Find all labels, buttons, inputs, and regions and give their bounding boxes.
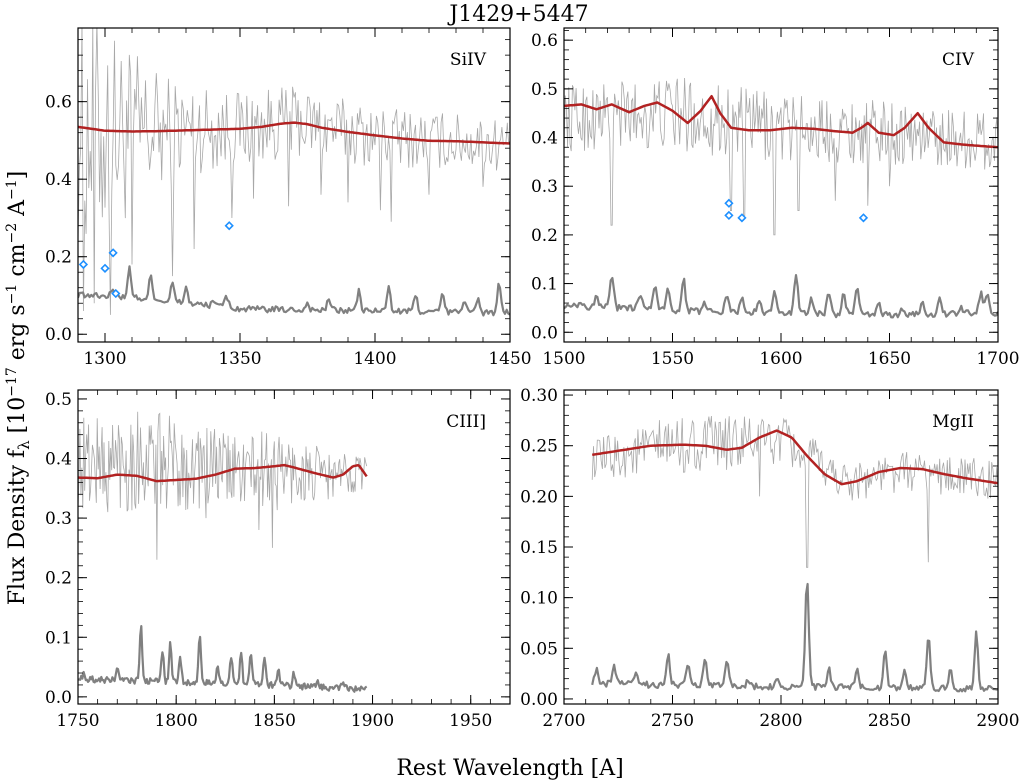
error-line [591, 582, 998, 693]
plot-area [78, 411, 368, 693]
model-fit-line [564, 94, 998, 149]
panel-siiv: 1300 1350 1400 1450 0.0 0.2 0.4 0.6 SiIV [45, 27, 532, 369]
y-axis-label-close: ] [5, 171, 30, 180]
axes-frame [563, 27, 999, 343]
y-axis-label: Flux Density fλ [10−17 erg s−1 cm−2 A−1] [4, 171, 33, 606]
plot-area [591, 415, 998, 693]
absorber-marker [224, 221, 234, 231]
y-axis-label-unit4: A [5, 199, 30, 223]
absorber-marker [724, 198, 734, 208]
x-tick-label: 1600 [759, 349, 802, 369]
y-tick-label: 0.2 [45, 569, 72, 589]
absorber-marker [108, 248, 118, 258]
y-tick-label: 0.4 [45, 450, 72, 470]
y-tick-label: 0.6 [531, 31, 558, 51]
x-tick-label: 1500 [542, 349, 585, 369]
y-axis-label-exp3: −2 [4, 223, 20, 244]
y-tick-label: 0.30 [520, 386, 558, 406]
absorber-marker [724, 210, 734, 221]
x-tick-label: 1900 [351, 711, 394, 731]
y-axis-label-unit2: erg s [5, 304, 30, 367]
x-tick-label: 1400 [353, 349, 396, 369]
absorber-marker [737, 213, 747, 223]
x-tick-label: 1650 [868, 349, 911, 369]
x-tick-label: 1350 [218, 349, 261, 369]
plot-area [564, 77, 998, 319]
x-tick-label: 2800 [759, 711, 802, 731]
y-tick-label: 0.4 [531, 129, 558, 149]
spectrum-line [591, 415, 998, 568]
y-tick-label: 0.0 [531, 323, 558, 343]
spectrum-line [564, 77, 998, 236]
panel-label: CIII] [446, 412, 486, 432]
y-axis-label-unit3: cm [5, 243, 30, 283]
x-tick-label: 1300 [83, 349, 126, 369]
panel-label: SiIV [450, 50, 487, 70]
y-tick-label: 0.20 [520, 487, 558, 507]
absorber-marker [111, 288, 121, 299]
y-tick-label: 0.05 [520, 639, 558, 659]
x-tick-label: 1700 [976, 349, 1019, 369]
panel-mgii: 2700 2750 2800 2850 2900 0.00 0.05 0.10 0.15 0.20… [520, 386, 1019, 731]
absorber-marker [858, 213, 869, 223]
y-tick-label: 0.5 [45, 390, 72, 410]
x-tick-label: 1550 [651, 349, 694, 369]
y-tick-label: 0.0 [45, 688, 72, 708]
panel-civ: 1500 1550 1600 1650 1700 0.0 0.1 0.2 0.3 0.4 0.5 0.… [531, 27, 1020, 369]
y-axis-label-exp4: −1 [4, 179, 20, 200]
panel-label: MgII [932, 412, 974, 432]
error-line [564, 274, 998, 319]
x-axis-label: Rest Wavelength [A] [396, 756, 623, 781]
x-tick-label: 1750 [56, 711, 99, 731]
y-tick-label: 0.0 [45, 325, 72, 345]
x-tick-label: 1450 [488, 349, 531, 369]
y-tick-label: 0.3 [45, 509, 72, 529]
x-tick-label: 2750 [651, 711, 694, 731]
absorber-marker [100, 263, 110, 273]
figure-title: J1429+5447 [447, 2, 588, 27]
x-tick-label: 1950 [449, 711, 492, 731]
y-tick-label: 0.6 [45, 93, 72, 113]
spectrum-line [78, 28, 510, 315]
y-tick-label: 0.2 [531, 226, 558, 246]
x-tick-label: 1850 [253, 711, 296, 731]
x-tick-label: 2900 [976, 711, 1019, 731]
model-fit-line [78, 121, 510, 145]
x-tick-label: 2850 [868, 711, 911, 731]
axes-frame [77, 27, 511, 343]
plot-area [78, 28, 510, 317]
spectrum-line [78, 411, 368, 560]
y-tick-label: 0.5 [531, 80, 558, 100]
panel-ciii: 1750 1800 1850 1900 1950 0.0 0.1 0.2 0.3 0.4 0.5 CI… [45, 389, 511, 731]
y-tick-label: 0.1 [45, 628, 72, 648]
model-fit-line [592, 429, 998, 486]
x-tick-label: 2700 [542, 711, 585, 731]
absorber-marker [78, 259, 89, 270]
x-tick-label: 1800 [155, 711, 198, 731]
y-tick-label: 0.3 [531, 177, 558, 197]
y-axis-label-unit: [10 [5, 397, 30, 441]
y-axis-label-sub: λ [15, 440, 33, 450]
y-tick-label: 0.2 [45, 248, 72, 268]
error-line [78, 624, 368, 693]
y-tick-label: 0.10 [520, 589, 558, 609]
y-tick-label: 0.25 [520, 437, 558, 457]
error-line [78, 265, 510, 317]
y-axis-label-exp2: −1 [4, 284, 20, 305]
y-axis-label-main: Flux Density f [5, 448, 30, 605]
y-tick-label: 0.4 [45, 170, 72, 190]
y-tick-label: 0.15 [520, 538, 558, 558]
model-fit-line [78, 463, 368, 483]
panel-label: CIV [942, 50, 975, 70]
y-tick-label: 0.00 [520, 690, 558, 710]
y-axis-label-exp1: −17 [4, 367, 20, 397]
y-tick-label: 0.1 [531, 275, 558, 295]
